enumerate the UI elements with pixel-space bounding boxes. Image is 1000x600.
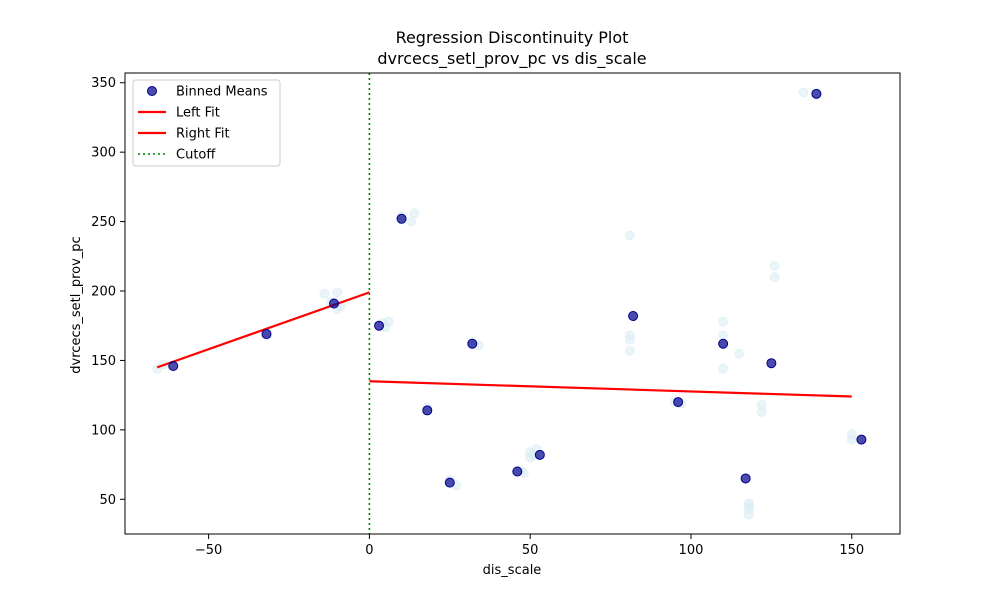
binned-mean-point: [628, 310, 639, 321]
raw-data-point: [846, 434, 857, 445]
raw-data-point: [624, 334, 635, 345]
raw-data-point: [769, 272, 780, 283]
binned-mean-point: [512, 466, 523, 477]
y-axis-label: dvrcecs_setl_prov_pc: [69, 236, 84, 373]
raw-data-point: [624, 230, 635, 241]
x-tick-label: 150: [839, 543, 864, 558]
plot-frame: [124, 72, 901, 535]
y-tick-label: 150: [91, 354, 116, 369]
x-tick-label: 100: [679, 543, 704, 558]
x-axis-label: dis_scale: [483, 563, 542, 578]
raw-data-point: [734, 348, 745, 359]
raw-data-point: [798, 87, 809, 98]
binned-mean-point: [168, 360, 179, 371]
raw-data-point: [718, 330, 729, 341]
y-tick-label: 350: [91, 76, 116, 91]
raw-data-point: [718, 363, 729, 374]
raw-data-point: [756, 406, 767, 417]
binned-mean-point: [718, 338, 729, 349]
legend-label: Binned Means: [176, 85, 268, 100]
binned-mean-point: [444, 477, 455, 488]
binned-mean-point: [329, 298, 340, 309]
chart-subtitle: dvrcecs_setl_prov_pc vs dis_scale: [377, 49, 646, 69]
y-tick-label: 100: [91, 423, 116, 438]
binned-mean-point: [766, 358, 777, 369]
binned-mean-point: [740, 473, 751, 484]
binned-mean-point: [811, 88, 822, 99]
raw-data-point: [624, 345, 635, 356]
raw-data-point: [409, 208, 420, 219]
legend-marker-binned-means: [147, 86, 157, 96]
raw-data-point: [319, 288, 330, 299]
raw-data-point: [406, 216, 417, 227]
right-fit-line: [369, 380, 852, 398]
plot-area: −50 0 50 100 150 50 100 150 200 250 300 350: [91, 72, 901, 558]
binned-mean-point: [396, 213, 407, 224]
legend-label: Left Fit: [176, 106, 220, 121]
x-tick-label: 0: [365, 543, 373, 558]
legend-label: Cutoff: [176, 148, 216, 163]
x-tick-label: −50: [195, 543, 222, 558]
raw-data-point: [718, 316, 729, 327]
binned-mean-point: [534, 449, 545, 460]
x-tick-label: 50: [522, 543, 539, 558]
legend-label: Right Fit: [176, 127, 230, 142]
y-tick-label: 250: [91, 215, 116, 230]
binned-mean-point: [261, 329, 272, 340]
binned-mean-point: [422, 405, 433, 416]
binned-mean-point: [467, 338, 478, 349]
legend-box: [132, 79, 281, 167]
chart-title: Regression Discontinuity Plot: [396, 28, 629, 47]
y-tick-label: 50: [99, 493, 116, 508]
raw-data-point: [769, 261, 780, 272]
y-tick-label: 300: [91, 146, 116, 161]
legend: Binned Means Left Fit Right Fit Cutoff: [132, 79, 281, 167]
raw-data-point: [332, 287, 343, 298]
raw-data-point: [743, 509, 754, 520]
y-tick-label: 200: [91, 285, 116, 300]
binned-mean-point: [856, 434, 867, 445]
raw-data-point: [383, 316, 394, 327]
binned-mean-point: [673, 397, 684, 408]
binned-mean-point: [374, 320, 385, 331]
